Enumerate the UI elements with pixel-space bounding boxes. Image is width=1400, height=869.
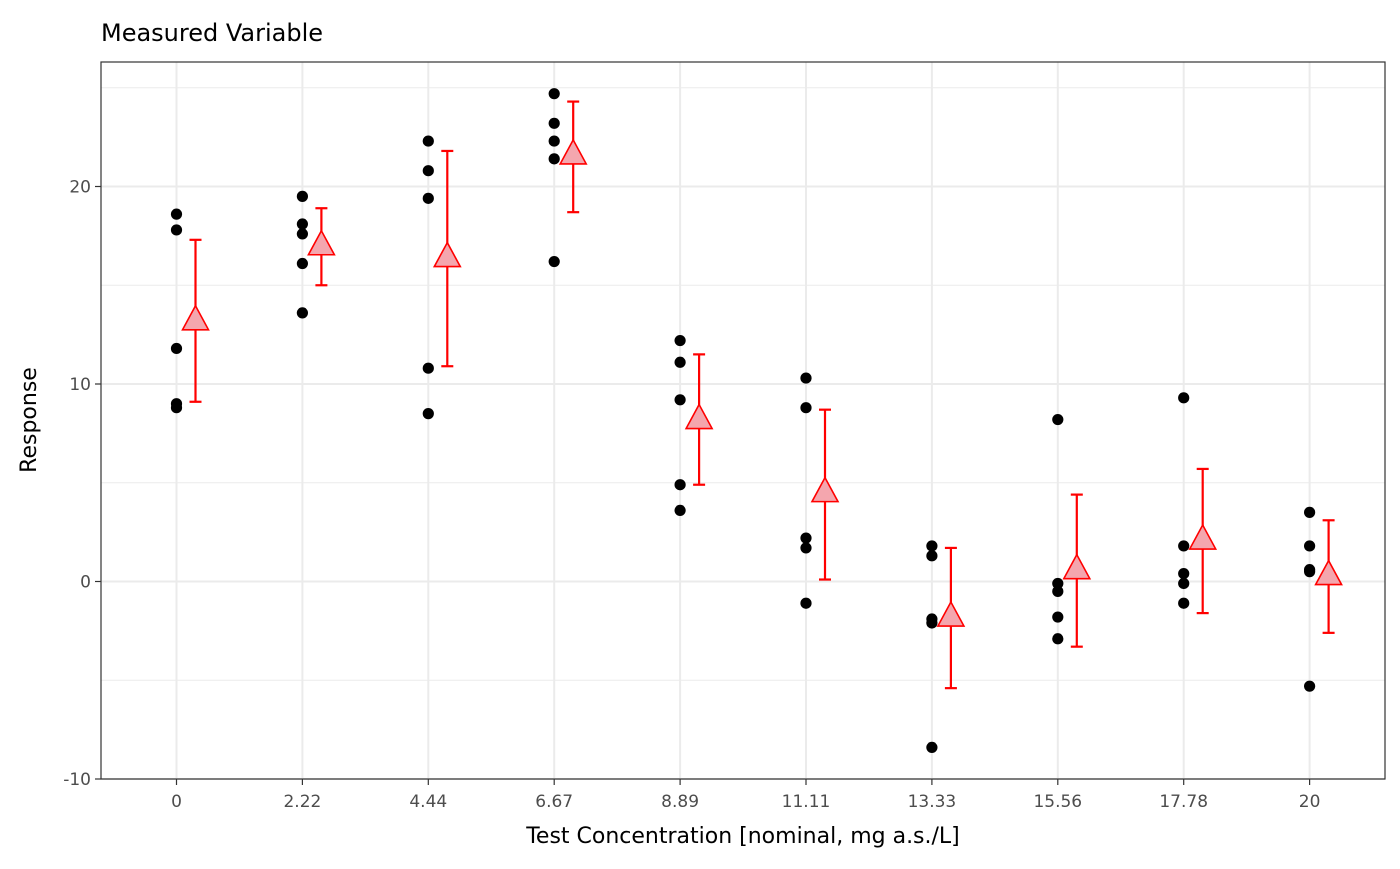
- observation-point: [674, 504, 686, 516]
- mean-markers: [181, 138, 1343, 627]
- x-tick-label: 6.67: [535, 792, 573, 812]
- x-tick-label: 8.89: [661, 792, 699, 812]
- observation-point: [800, 597, 812, 609]
- y-tick-label: 10: [69, 375, 91, 395]
- error-bars: [189, 100, 1335, 690]
- y-tick-label: 20: [69, 178, 91, 198]
- y-tick-label: -10: [63, 770, 91, 790]
- observation-point: [1178, 392, 1190, 404]
- x-tick-label: 2.22: [283, 792, 321, 812]
- chart-title: Measured Variable: [101, 19, 323, 47]
- x-tick-label: 11.11: [782, 792, 831, 812]
- mean-marker: [1314, 558, 1343, 586]
- y-tick-label: 0: [80, 573, 91, 593]
- x-tick-label: 20: [1299, 792, 1321, 812]
- observation-point: [422, 165, 434, 177]
- mean-marker: [432, 240, 462, 268]
- observation-point: [170, 342, 183, 355]
- observation-point: [296, 228, 308, 240]
- observation-point: [674, 394, 686, 406]
- observation-point: [674, 334, 686, 347]
- observation-point: [296, 307, 308, 319]
- observation-point: [170, 224, 183, 236]
- observation-point: [1304, 506, 1316, 518]
- x-tick-label: 0: [171, 792, 182, 812]
- observation-point: [296, 190, 308, 202]
- observation-point: [800, 372, 812, 384]
- observation-point: [548, 153, 560, 165]
- grid-lines: [101, 62, 1385, 780]
- x-tick-label: 4.44: [409, 792, 447, 812]
- observation-point: [1052, 413, 1064, 426]
- mean-marker: [684, 402, 714, 430]
- observation-point: [548, 135, 560, 147]
- mean-marker: [1062, 552, 1092, 580]
- observation-point: [1052, 585, 1064, 597]
- mean-marker: [1188, 523, 1218, 550]
- observation-point: [1178, 540, 1190, 552]
- observation-point: [800, 542, 812, 554]
- observation-point: [548, 88, 560, 100]
- plot-panel-border: [100, 61, 1386, 780]
- x-axis: 0 2.22 4.44 6.67 8.89 11.11 13.33 15.56 17.78 20: [171, 779, 1320, 812]
- observation-point: [1052, 633, 1064, 645]
- observation-point: [1178, 577, 1190, 590]
- x-tick-label: 15.56: [1033, 792, 1082, 812]
- observation-point: [926, 741, 938, 754]
- observation-point: [926, 540, 938, 552]
- observation-point: [422, 192, 434, 204]
- observation-point: [422, 408, 434, 420]
- observation-point: [548, 255, 560, 268]
- observation-points: [170, 88, 1316, 754]
- mean-marker: [181, 304, 210, 331]
- observation-point: [170, 402, 183, 414]
- y-axis-label: Response: [17, 367, 42, 473]
- observation-point: [296, 218, 308, 230]
- observation-point: [926, 550, 938, 562]
- observation-point: [170, 208, 183, 220]
- observation-point: [1052, 577, 1064, 590]
- observation-point: [422, 135, 434, 147]
- observation-point: [1052, 611, 1064, 623]
- observation-point: [1178, 597, 1190, 609]
- mean-marker: [558, 138, 588, 165]
- observation-point: [926, 617, 938, 629]
- observation-point: [422, 362, 434, 374]
- observation-point: [548, 117, 560, 129]
- x-tick-label: 17.78: [1159, 792, 1208, 812]
- observation-point: [1178, 568, 1190, 580]
- observation-point: [674, 356, 686, 368]
- observation-point: [1304, 566, 1316, 578]
- x-axis-label: Test Concentration [nominal, mg a.s./L]: [525, 824, 960, 849]
- mean-marker: [307, 229, 336, 256]
- y-axis: -10 0 10 20: [63, 178, 101, 790]
- observation-point: [800, 532, 812, 544]
- observation-point: [1304, 540, 1316, 552]
- observation-point: [800, 402, 812, 414]
- x-tick-label: 13.33: [908, 792, 957, 812]
- mean-marker: [810, 475, 840, 503]
- observation-point: [674, 479, 686, 491]
- observation-point: [296, 257, 308, 270]
- observation-point: [1304, 680, 1316, 692]
- mean-marker: [936, 600, 966, 627]
